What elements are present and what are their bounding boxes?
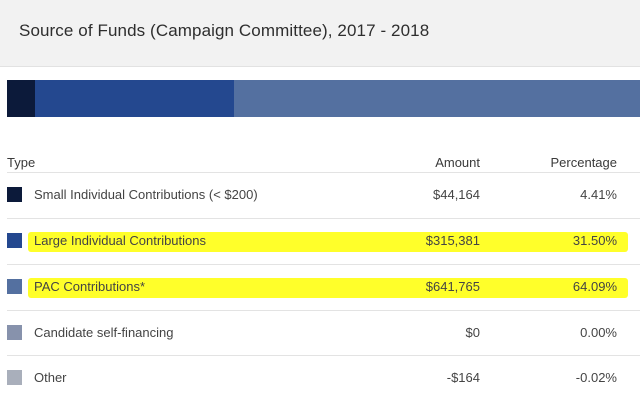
row-percentage: 0.00% <box>580 325 617 340</box>
row-amount: $641,765 <box>425 279 480 294</box>
stacked-bar <box>7 80 640 117</box>
row-divider <box>7 310 640 311</box>
highlight-mark <box>28 232 628 252</box>
page-title: Source of Funds (Campaign Committee), 20… <box>19 21 430 40</box>
column-header-amount: Amount <box>435 155 480 170</box>
row-label: Small Individual Contributions (< $200) <box>34 187 258 202</box>
table-row: Large Individual Contributions $315,381 … <box>0 218 640 264</box>
row-amount: $315,381 <box>425 233 480 248</box>
row-percentage: 4.41% <box>580 187 617 202</box>
color-swatch <box>7 233 22 248</box>
row-amount: $44,164 <box>433 187 480 202</box>
row-divider <box>7 218 640 219</box>
row-divider <box>7 172 640 173</box>
header: Source of Funds (Campaign Committee), 20… <box>0 0 640 67</box>
row-label: Candidate self-financing <box>34 325 174 340</box>
row-divider <box>7 264 640 265</box>
highlight-mark <box>28 278 628 298</box>
column-header-type: Type <box>7 155 36 170</box>
bar-segment <box>34 80 235 117</box>
row-amount: $0 <box>465 325 480 340</box>
row-label: Large Individual Contributions <box>34 233 206 248</box>
color-swatch <box>7 279 22 294</box>
row-percentage: 64.09% <box>572 279 617 294</box>
row-divider <box>7 355 640 356</box>
table-row: Candidate self-financing $0 0.00% <box>0 310 640 356</box>
color-swatch <box>7 325 22 340</box>
table-row: Small Individual Contributions (< $200) … <box>0 172 640 218</box>
bar-segment <box>234 80 640 117</box>
color-swatch <box>7 187 22 202</box>
row-amount: -$164 <box>446 370 480 385</box>
column-header-percentage: Percentage <box>550 155 618 170</box>
row-percentage: -0.02% <box>575 370 617 385</box>
color-swatch <box>7 370 22 385</box>
row-percentage: 31.50% <box>572 233 617 248</box>
table-row: Other -$164 -0.02% <box>0 355 640 401</box>
row-label: Other <box>34 370 67 385</box>
row-label: PAC Contributions* <box>34 279 146 294</box>
table-row: PAC Contributions* $641,765 64.09% <box>0 264 640 310</box>
bar-segment <box>7 80 35 117</box>
